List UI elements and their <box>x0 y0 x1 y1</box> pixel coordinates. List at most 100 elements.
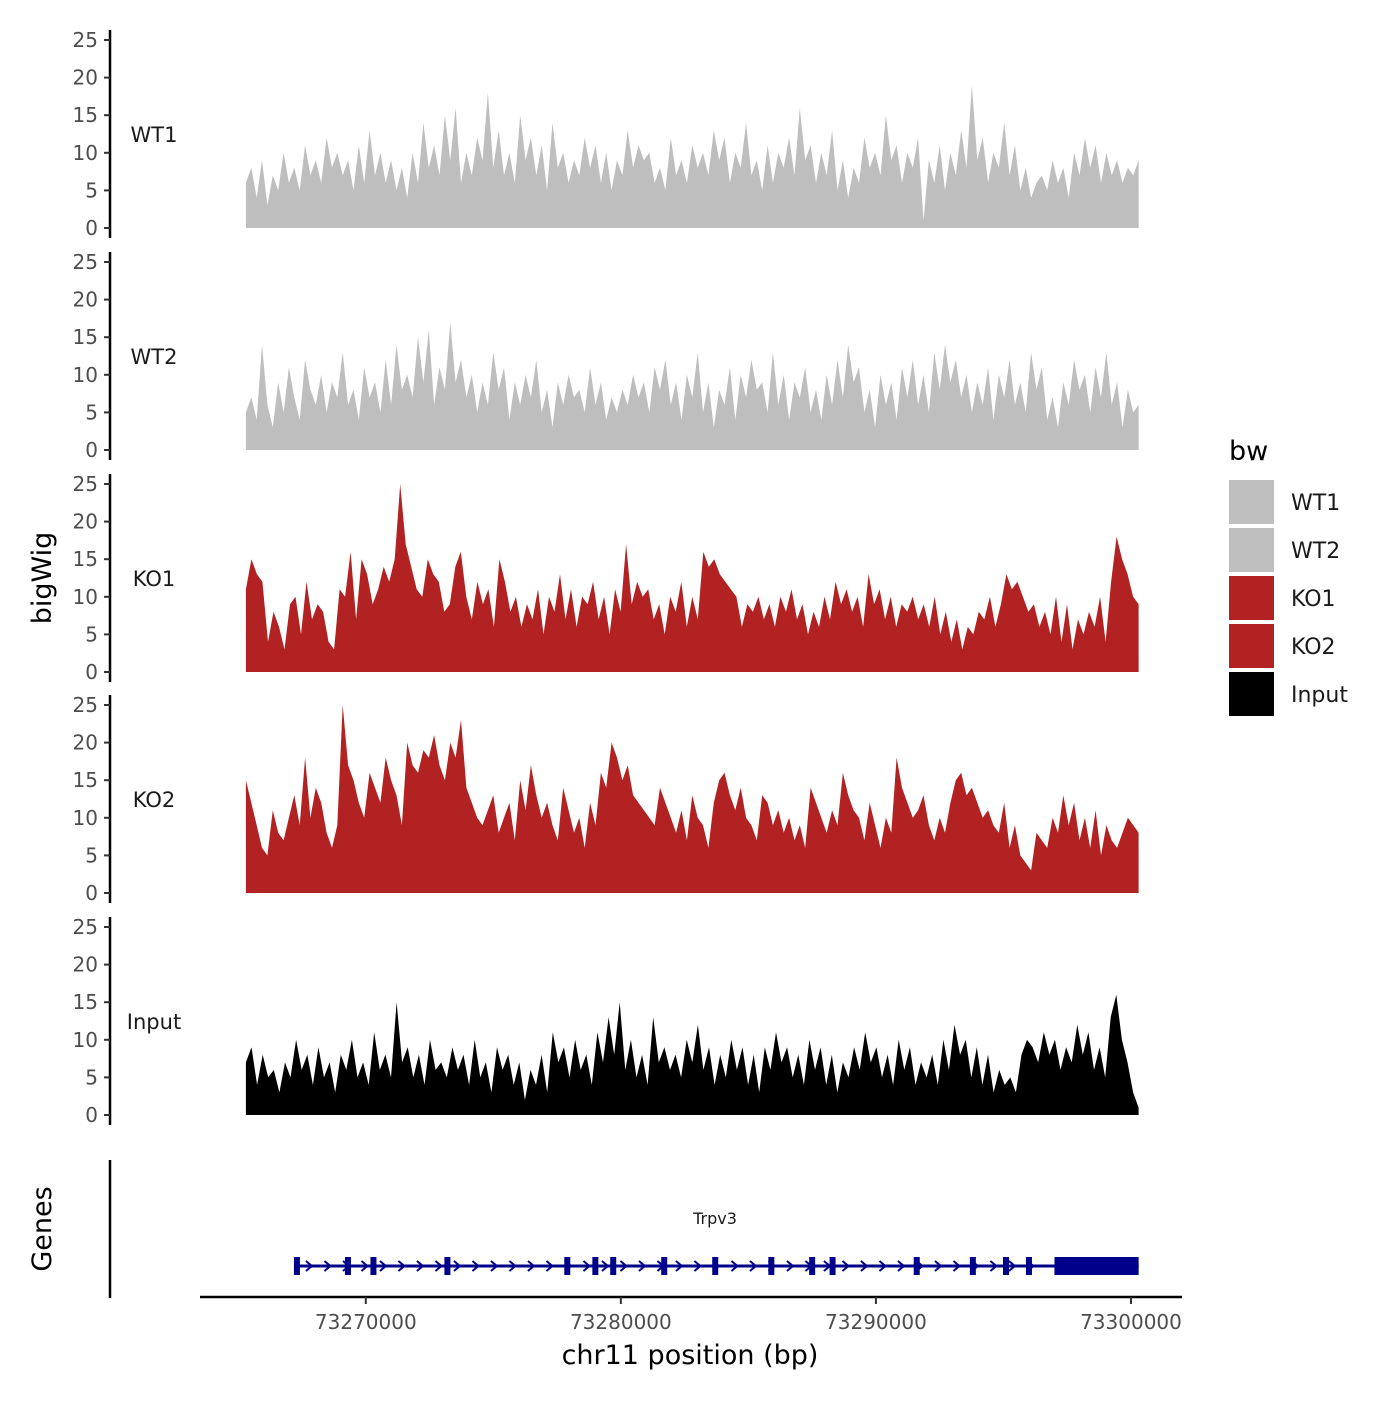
x-tick-label: 73280000 <box>570 1310 672 1334</box>
y-tick-label: 25 <box>73 915 98 939</box>
track-label-WT2: WT2 <box>131 345 178 369</box>
legend-label-KO2: KO2 <box>1291 635 1336 660</box>
track-label-Input: Input <box>127 1010 181 1034</box>
exon <box>829 1257 836 1275</box>
y-tick-label: 0 <box>85 438 98 462</box>
genes-panel: Trpv3 <box>108 1160 1139 1298</box>
strand-arrow <box>841 1260 850 1272</box>
y-tick-label: 5 <box>85 178 98 202</box>
legend: bw WT1 WT2 KO1 KO2 Input <box>1229 436 1348 716</box>
x-tick-label: 73270000 <box>315 1310 417 1334</box>
track-label-KO1: KO1 <box>133 567 176 591</box>
y-tick-label: 5 <box>85 843 98 867</box>
strand-arrow <box>416 1260 425 1272</box>
track-KO1: 0 5 10 15 20 25 KO1 <box>73 472 1139 684</box>
y-tick-label: 20 <box>73 953 98 977</box>
exon <box>592 1257 599 1275</box>
coverage-area-KO2 <box>245 705 1139 893</box>
legend-label-Input: Input <box>1291 683 1348 708</box>
strand-arrow <box>675 1260 684 1272</box>
legend-key-WT2 <box>1229 528 1274 572</box>
y-tick-label: 20 <box>73 66 98 90</box>
y-tick-label: 0 <box>85 1103 98 1127</box>
exon-utr <box>1054 1257 1139 1275</box>
y-tick-label: 15 <box>73 547 98 571</box>
x-tick-label: 73300000 <box>1080 1310 1182 1334</box>
track-Input: 0 5 10 15 20 25 Input <box>73 915 1139 1127</box>
y-tick-label: 20 <box>73 288 98 312</box>
strand-arrow <box>952 1260 961 1272</box>
x-axis: 73270000 73280000 73290000 73300000 <box>200 1295 1182 1334</box>
y-tick-label: 10 <box>73 585 98 609</box>
track-WT1: 0 5 10 15 20 25 WT1 <box>73 28 1139 240</box>
track-WT2: 0 5 10 15 20 25 WT2 <box>73 250 1139 462</box>
y-tick-label: 0 <box>85 660 98 684</box>
legend-key-WT1 <box>1229 480 1274 524</box>
x-tick-label: 73290000 <box>825 1310 927 1334</box>
y-tick-label: 10 <box>73 141 98 165</box>
legend-title: bw <box>1229 436 1268 467</box>
y-tick-label: 20 <box>73 731 98 755</box>
strand-arrow <box>601 1260 610 1272</box>
strand-arrow <box>379 1260 388 1272</box>
strand-arrow <box>453 1260 462 1272</box>
coverage-area-KO1 <box>245 484 1139 672</box>
exon <box>809 1257 816 1275</box>
y-tick-label: 0 <box>85 216 98 240</box>
coverage-area-WT2 <box>245 322 1139 450</box>
y-tick-label: 10 <box>73 1028 98 1052</box>
exon <box>913 1257 920 1275</box>
exon <box>661 1257 668 1275</box>
y-tick-label: 0 <box>85 881 98 905</box>
strand-arrow <box>934 1260 943 1272</box>
strand-arrow <box>749 1260 758 1272</box>
strand-arrow <box>878 1260 887 1272</box>
exon <box>370 1257 377 1275</box>
exon <box>344 1257 351 1275</box>
x-axis-title: chr11 position (bp) <box>562 1340 819 1371</box>
exon <box>444 1257 451 1275</box>
strand-arrow <box>1008 1260 1017 1272</box>
strand-arrow <box>860 1260 869 1272</box>
strand-arrow <box>638 1260 647 1272</box>
strand-arrow <box>786 1260 795 1272</box>
y-axis-title: bigWig <box>27 532 58 625</box>
y-tick-label: 15 <box>73 990 98 1014</box>
exon <box>1025 1257 1032 1275</box>
strand-arrow <box>545 1260 554 1272</box>
y-tick-label: 15 <box>73 325 98 349</box>
exon <box>564 1257 571 1275</box>
strand-arrow <box>582 1260 591 1272</box>
exon <box>610 1257 617 1275</box>
legend-key-KO2 <box>1229 624 1274 668</box>
genes-axis-title: Genes <box>27 1186 58 1271</box>
exon <box>768 1257 775 1275</box>
legend-label-WT2: WT2 <box>1291 539 1340 564</box>
coverage-area-Input <box>245 994 1139 1115</box>
y-tick-label: 25 <box>73 472 98 496</box>
strand-arrow <box>730 1260 739 1272</box>
y-tick-label: 25 <box>73 250 98 274</box>
strand-arrow <box>527 1260 536 1272</box>
y-tick-label: 20 <box>73 510 98 534</box>
track-label-KO2: KO2 <box>133 788 176 812</box>
y-tick-label: 5 <box>85 1065 98 1089</box>
exon <box>969 1257 976 1275</box>
gene-Trpv3: Trpv3 <box>293 1209 1139 1275</box>
coverage-area-WT1 <box>245 85 1139 228</box>
strand-arrow <box>490 1260 499 1272</box>
strand-arrow <box>360 1260 369 1272</box>
strand-arrow <box>989 1260 998 1272</box>
y-tick-label: 10 <box>73 806 98 830</box>
strand-arrow <box>305 1260 314 1272</box>
track-label-WT1: WT1 <box>131 123 178 147</box>
strand-arrow <box>397 1260 406 1272</box>
legend-key-Input <box>1229 672 1274 716</box>
exon <box>1003 1257 1010 1275</box>
strand-arrow <box>471 1260 480 1272</box>
y-tick-label: 5 <box>85 400 98 424</box>
gene-label: Trpv3 <box>692 1209 737 1228</box>
coverage-tracks: 0 5 10 15 20 25 WT1 0 5 10 15 20 25 WT2 0 5 10 15 20 25 KO1 0… <box>73 28 1139 1127</box>
